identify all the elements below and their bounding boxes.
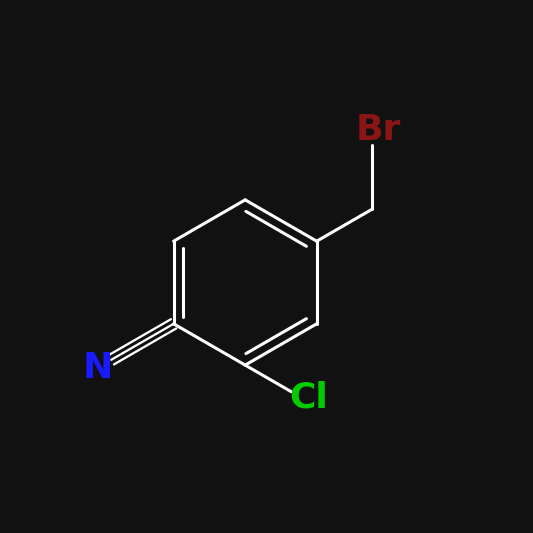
Text: Cl: Cl [289,381,328,415]
Text: Br: Br [356,114,401,147]
Text: N: N [82,351,112,385]
